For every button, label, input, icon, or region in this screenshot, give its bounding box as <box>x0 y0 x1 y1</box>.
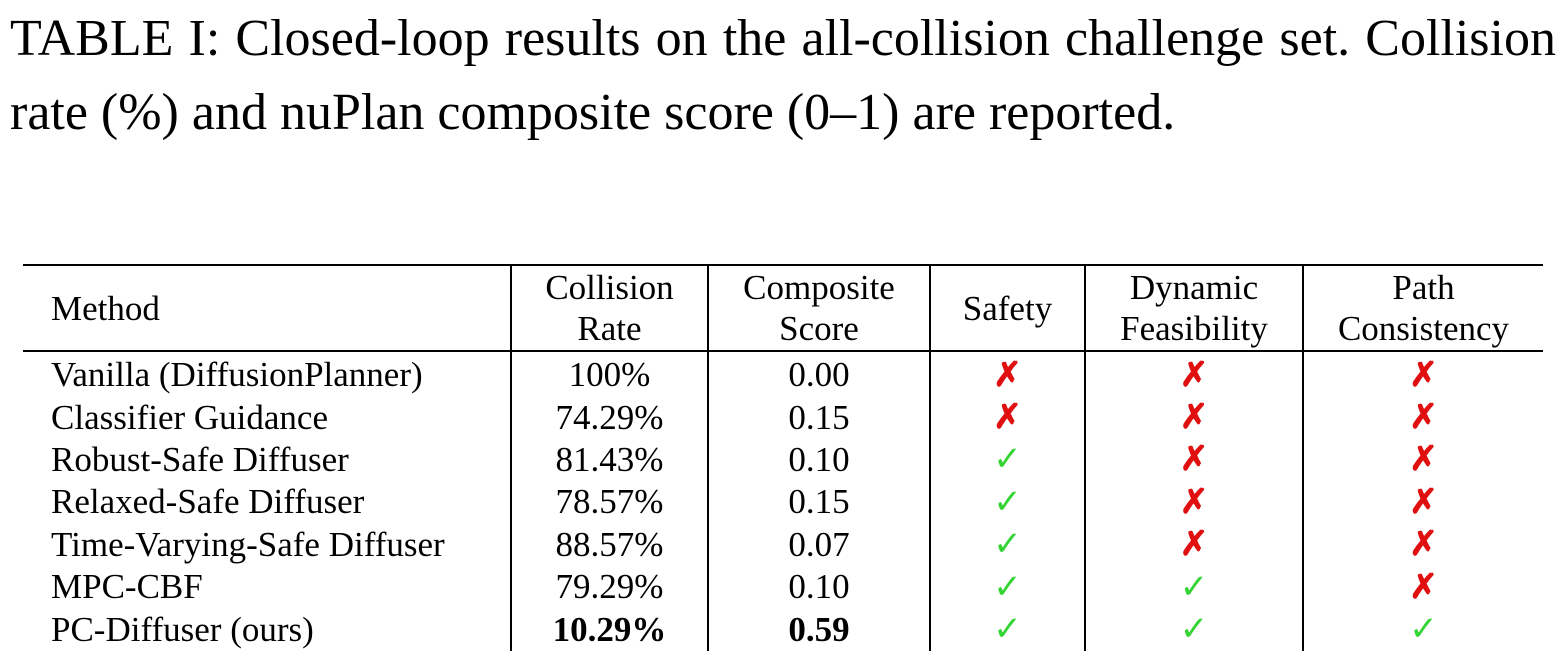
check-icon: ✓ <box>1409 611 1438 649</box>
collision-rate-cell: 81.43% <box>510 438 708 482</box>
header-dynamic-feasibility: Dynamic Feasibility <box>1084 264 1303 352</box>
method-cell: Relaxed-Safe Diffuser <box>51 482 365 522</box>
cross-icon: ✗ <box>1409 356 1438 394</box>
dynamic-feasibility-cell: ✗ <box>1084 438 1303 482</box>
method-cell: MPC-CBF <box>51 567 203 607</box>
check-icon: ✓ <box>993 568 1022 606</box>
safety-cell: ✓ <box>929 481 1085 524</box>
composite-score-cell: 0.10 <box>707 438 930 482</box>
method-cell: PC-Diffuser (ours) <box>51 609 314 649</box>
safety-cell: ✗ <box>929 351 1085 397</box>
check-icon: ✓ <box>1179 611 1209 649</box>
table-body: Vanilla (DiffusionPlanner) 100% 0.00 ✗ ✗ ✗ Cla… <box>23 351 1543 651</box>
dynamic-feasibility-cell: ✗ <box>1084 523 1303 566</box>
composite-score-cell: 0.00 <box>707 351 930 397</box>
dynamic-feasibility-cell: ✗ <box>1084 351 1303 397</box>
safety-cell: ✗ <box>929 396 1085 439</box>
path-consistency-cell: ✗ <box>1302 565 1543 609</box>
composite-score-cell: 0.15 <box>707 396 930 439</box>
cross-icon: ✗ <box>993 399 1022 437</box>
table-row: Robust-Safe Diffuser 81.43% 0.10 ✓ ✗ ✗ <box>23 438 1543 482</box>
cross-icon: ✗ <box>1409 399 1438 437</box>
composite-score-cell: 0.07 <box>707 523 930 566</box>
cross-icon: ✗ <box>1409 483 1438 521</box>
header-composite-score: Composite Score <box>707 264 930 352</box>
cross-icon: ✗ <box>1409 526 1438 564</box>
header-row: Method Collision Rate Composite Score Sa… <box>23 264 1543 352</box>
path-consistency-cell: ✓ <box>1302 608 1543 651</box>
header-method: Method <box>23 264 511 352</box>
cross-icon: ✗ <box>993 356 1022 394</box>
table-row: Classifier Guidance 74.29% 0.15 ✗ ✗ ✗ <box>23 396 1543 439</box>
results-table: Method Collision Rate Composite Score Sa… <box>23 264 1543 651</box>
cross-icon: ✗ <box>1179 483 1209 521</box>
header-safety: Safety <box>929 264 1085 352</box>
collision-rate-cell: 10.29% <box>510 608 708 651</box>
safety-cell: ✓ <box>929 523 1085 566</box>
cross-icon: ✗ <box>1179 356 1209 394</box>
dynamic-feasibility-cell: ✗ <box>1084 481 1303 524</box>
path-consistency-cell: ✗ <box>1302 523 1543 566</box>
collision-rate-cell: 79.29% <box>510 565 708 609</box>
safety-cell: ✓ <box>929 565 1085 609</box>
dynamic-feasibility-cell: ✗ <box>1084 396 1303 439</box>
cross-icon: ✗ <box>1179 399 1209 437</box>
collision-rate-cell: 88.57% <box>510 523 708 566</box>
path-consistency-cell: ✗ <box>1302 351 1543 397</box>
path-consistency-cell: ✗ <box>1302 481 1543 524</box>
method-cell: Time-Varying-Safe Diffuser <box>51 524 445 564</box>
header-path-consistency: Path Consistency <box>1302 264 1543 352</box>
table-caption: TABLE I: Closed-loop results on the all-… <box>10 10 1556 141</box>
composite-score-cell: 0.15 <box>707 481 930 524</box>
safety-cell: ✓ <box>929 608 1085 651</box>
check-icon: ✓ <box>993 526 1022 564</box>
cross-icon: ✗ <box>1179 526 1209 564</box>
composite-score-cell: 0.59 <box>707 608 930 651</box>
collision-rate-cell: 78.57% <box>510 481 708 524</box>
method-cell: Classifier Guidance <box>51 397 328 437</box>
check-icon: ✓ <box>993 611 1022 649</box>
check-icon: ✓ <box>1179 568 1209 606</box>
table-row: MPC-CBF 79.29% 0.10 ✓ ✓ ✗ <box>23 565 1543 609</box>
collision-rate-cell: 100% <box>510 351 708 397</box>
table-row: PC-Diffuser (ours) 10.29% 0.59 ✓ ✓ ✓ <box>23 608 1543 651</box>
cross-icon: ✗ <box>1409 568 1438 606</box>
collision-rate-cell: 74.29% <box>510 396 708 439</box>
dynamic-feasibility-cell: ✓ <box>1084 565 1303 609</box>
method-cell: Vanilla (DiffusionPlanner) <box>51 355 423 395</box>
path-consistency-cell: ✗ <box>1302 396 1543 439</box>
header-collision-rate: Collision Rate <box>510 264 708 352</box>
check-icon: ✓ <box>993 441 1022 479</box>
safety-cell: ✓ <box>929 438 1085 482</box>
table-row: Vanilla (DiffusionPlanner) 100% 0.00 ✗ ✗ ✗ <box>23 351 1543 397</box>
path-consistency-cell: ✗ <box>1302 438 1543 482</box>
check-icon: ✓ <box>993 483 1022 521</box>
table-row: Relaxed-Safe Diffuser 78.57% 0.15 ✓ ✗ ✗ <box>23 481 1543 524</box>
table-row: Time-Varying-Safe Diffuser 88.57% 0.07 ✓ ✗ ✗ <box>23 523 1543 566</box>
cross-icon: ✗ <box>1409 441 1438 479</box>
cross-icon: ✗ <box>1179 441 1209 479</box>
dynamic-feasibility-cell: ✓ <box>1084 608 1303 651</box>
method-cell: Robust-Safe Diffuser <box>51 439 349 479</box>
composite-score-cell: 0.10 <box>707 565 930 609</box>
